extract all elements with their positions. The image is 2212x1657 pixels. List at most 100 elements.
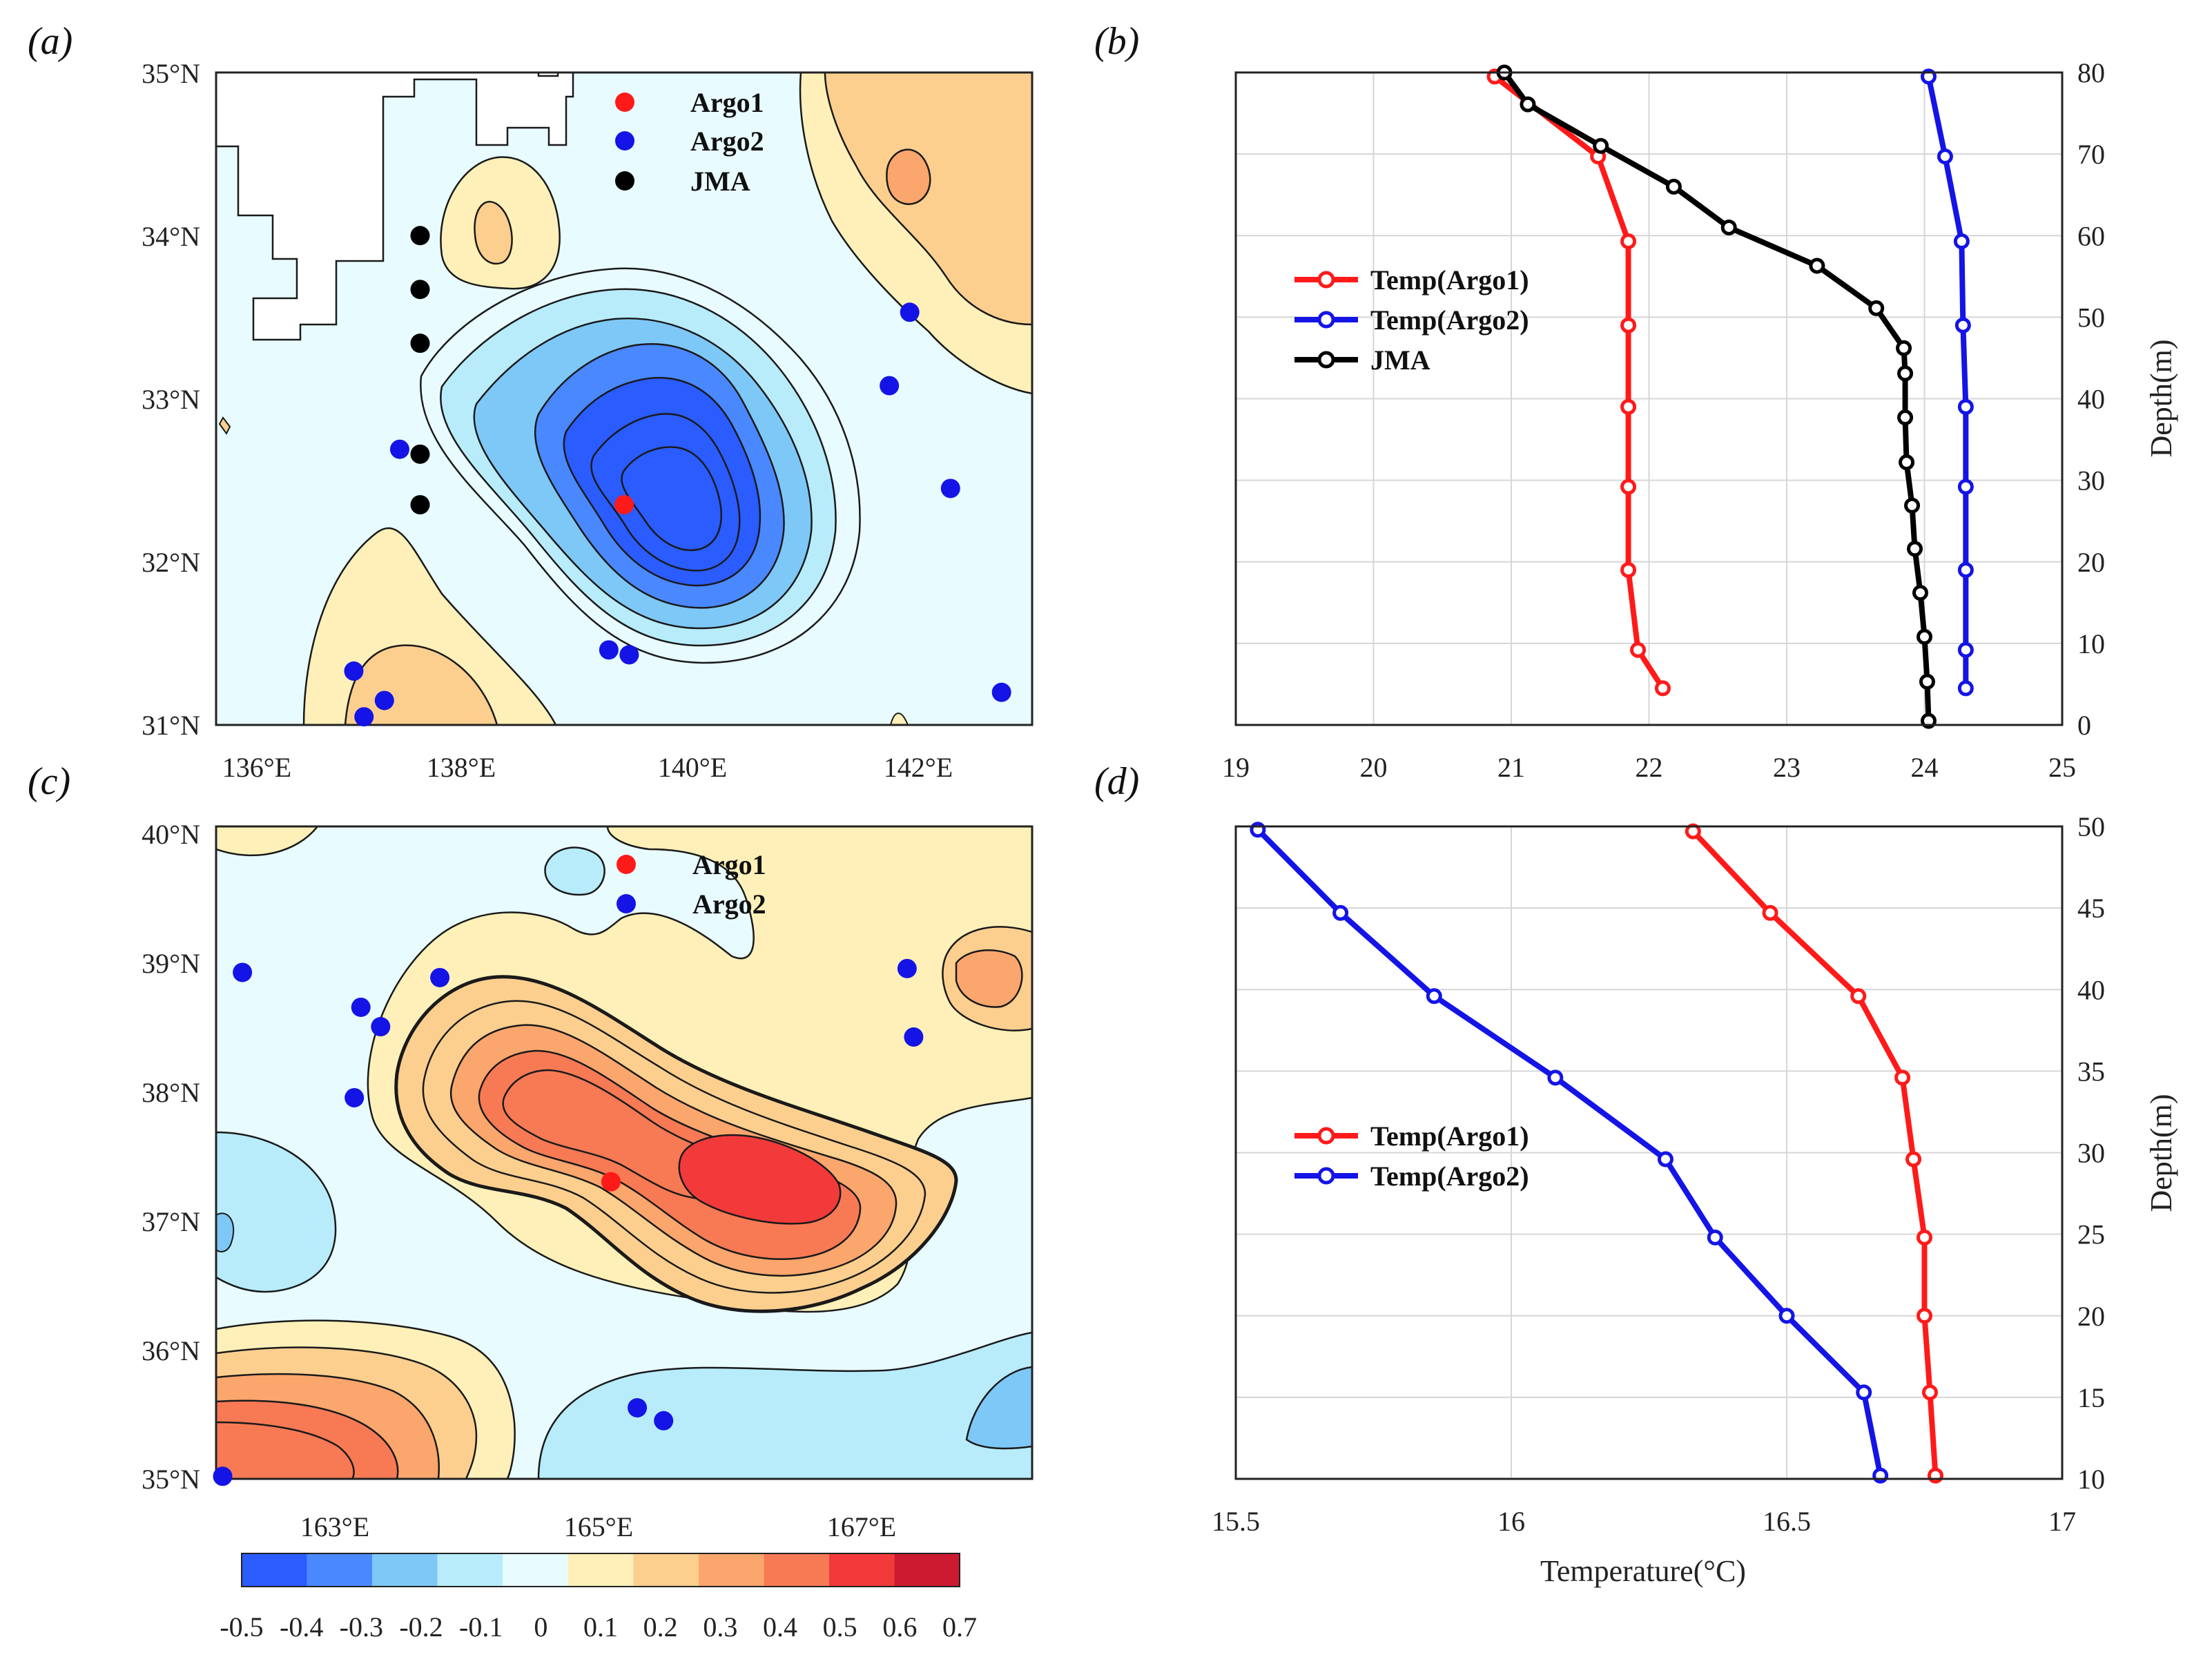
panel-b-frame: [1234, 71, 2064, 726]
panel-a-map: [216, 72, 1032, 725]
panel-b: (b) 19 20 21 22 23 24 250 10 20 30 40 50 60 70 80 Dept…: [1094, 20, 2178, 783]
panel-a-label: (a): [28, 20, 72, 63]
series-point: [1897, 409, 1914, 426]
legend-marker-argo2: [615, 131, 634, 151]
series-point: [1332, 904, 1349, 921]
argo2-station-point: [213, 1466, 233, 1486]
argo2-station-point: [904, 1027, 924, 1047]
jma-station-point: [410, 226, 430, 246]
y-tick-label: 37°N: [142, 1206, 200, 1237]
y-tick-label: 10: [2077, 628, 2105, 659]
x-tick-label: 25: [2048, 752, 2076, 783]
x-tick-label: 138°E: [427, 752, 496, 783]
argo2-station-point: [389, 439, 409, 459]
cold-anomaly-small: [544, 846, 605, 896]
series-point: [1905, 1151, 1922, 1167]
argo2-station-point: [599, 640, 619, 660]
y-tick-label: 0: [2077, 710, 2091, 741]
legend-label: Temp(Argo2): [1370, 304, 1529, 336]
warm-anomaly-north: [440, 156, 561, 290]
jma-station-point: [410, 280, 430, 300]
y-tick-label: 33°N: [142, 384, 200, 415]
x-tick-label: 24: [1911, 752, 1939, 783]
series-point: [1856, 1384, 1872, 1401]
cold-anomaly-west: [216, 1131, 337, 1293]
panel-a: (a): [28, 20, 1034, 783]
y-tick-label: 40°N: [142, 819, 200, 850]
y-tick-label: 38°N: [142, 1077, 200, 1108]
x-tick-label: 140°E: [658, 752, 727, 783]
colorbar-tick-label: -0.3: [340, 1611, 383, 1643]
colorbar-tick-label: -0.2: [399, 1611, 443, 1643]
colorbar-frame: [241, 1553, 960, 1587]
y-tick-label: 32°N: [142, 547, 200, 578]
legend-marker: [1317, 351, 1335, 369]
series-point: [1707, 1229, 1723, 1246]
colorbar-swatch: [437, 1553, 503, 1587]
legend-label: Argo1: [692, 849, 766, 880]
x-tick-label: 15.5: [1212, 1506, 1260, 1537]
x-tick-label: 21: [1497, 752, 1525, 783]
colorbar-swatch: [828, 1553, 895, 1587]
y-tick-label: 60: [2077, 220, 2105, 251]
x-tick-label: 23: [1773, 752, 1801, 783]
panel-c-stations: [213, 958, 924, 1486]
colorbar-swatch: [372, 1553, 438, 1587]
series-point: [1957, 398, 1974, 415]
x-tick-label: 16: [1497, 1506, 1525, 1537]
series-point: [1897, 365, 1914, 382]
legend-marker: [1317, 1127, 1335, 1145]
y-tick-label: 15: [2077, 1382, 2105, 1413]
panel-d-series: [1250, 822, 1943, 1484]
series-point: [1665, 178, 1682, 195]
panel-a-stations: [344, 226, 1011, 727]
colorbar-tick-label: 0.6: [882, 1611, 917, 1643]
series-point: [1868, 300, 1885, 316]
cold-anomaly-south: [537, 1331, 1032, 1479]
series-point: [1620, 562, 1637, 579]
y-tick-label: 20: [2077, 1301, 2105, 1332]
series-point: [1620, 398, 1637, 415]
argo2-station-point: [897, 958, 917, 978]
colorbar-swatch: [242, 1553, 307, 1587]
legend-marker-argo1: [617, 855, 636, 874]
argo2-station-point: [374, 690, 394, 710]
series-point: [1917, 1308, 1932, 1324]
legend-label: Argo1: [690, 87, 764, 118]
series-point: [1927, 1467, 1943, 1484]
panel-b-ticks: 19 20 21 22 23 24 250 10 20 30 40 50 60 70 80: [1222, 57, 2105, 783]
series-point: [1762, 904, 1778, 921]
y-tick-label: 30: [2077, 1138, 2105, 1169]
y-tick-label: 50: [2077, 811, 2105, 842]
x-tick-label: 163°E: [300, 1511, 369, 1542]
series-point: [1921, 1384, 1938, 1401]
panel-b-series: [1486, 64, 1974, 729]
colorbar-swatch: [567, 1553, 634, 1587]
colorbar-swatch: [307, 1553, 373, 1587]
warm-anomaly-southwest: [216, 1319, 516, 1479]
argo1-station-point: [601, 1172, 621, 1192]
panel-d-frame: [1234, 825, 2064, 1480]
x-tick-label: 16.5: [1763, 1506, 1811, 1537]
argo2-station-point: [900, 302, 920, 322]
argo2-station-point: [354, 707, 374, 727]
series-line: [1925, 76, 1969, 688]
panel-c-legend: Argo1 Argo2: [617, 849, 766, 920]
series-point: [1426, 988, 1442, 1005]
colorbar-tick-label: 0.7: [942, 1611, 977, 1643]
panel-c-frame: [215, 825, 1034, 1480]
argo2-station-point: [991, 682, 1011, 702]
colorbar-tick-label: -0.4: [280, 1611, 323, 1643]
y-tick-label: 40: [2077, 384, 2105, 415]
legend-marker-jma: [615, 171, 634, 191]
y-tick-label: 70: [2077, 139, 2105, 170]
colorbar-tick-label: 0.5: [823, 1611, 857, 1643]
y-tick-label: 30: [2077, 465, 2105, 496]
series-point: [1899, 454, 1915, 471]
argo1-station-point: [614, 495, 634, 515]
series-line: [1502, 70, 1932, 721]
argo2-station-point: [880, 376, 900, 396]
colorbar-swatch: [698, 1553, 764, 1587]
